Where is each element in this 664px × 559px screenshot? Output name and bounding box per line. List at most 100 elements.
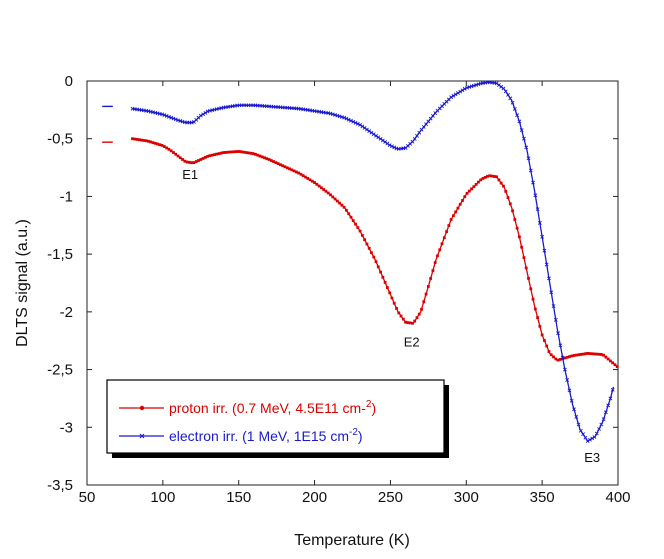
data-point (488, 174, 492, 178)
data-point (517, 119, 522, 124)
data-point (142, 139, 146, 142)
data-point (413, 319, 417, 323)
data-point (583, 352, 587, 356)
data-point (353, 120, 358, 125)
data-point (365, 242, 369, 246)
data-point (486, 174, 489, 178)
data-point (201, 112, 205, 117)
data-point (283, 165, 287, 169)
data-point (481, 177, 485, 180)
data-point (392, 145, 397, 150)
data-point (522, 136, 526, 141)
data-point (570, 354, 574, 358)
data-point (583, 435, 588, 440)
data-point (615, 365, 619, 369)
data-point (371, 132, 376, 137)
data-point (294, 170, 298, 174)
data-point (590, 352, 594, 356)
data-point (190, 161, 194, 165)
data-point (162, 113, 167, 117)
legend-label: proton irr. (0.7 MeV, 4.5E11 cm-2) (169, 399, 376, 416)
data-point (185, 160, 189, 164)
data-point (531, 180, 535, 185)
data-point (183, 159, 187, 163)
data-point (265, 157, 269, 161)
peak-annotations: E1 E2 E3 (182, 167, 600, 465)
data-point (445, 230, 448, 234)
data-point (367, 246, 371, 250)
data-point (201, 157, 205, 160)
data-point (272, 160, 276, 163)
data-point (360, 124, 365, 129)
data-point (324, 189, 328, 193)
data-point (529, 287, 533, 291)
data-point (426, 285, 430, 288)
series-layer (130, 80, 619, 444)
data-point (538, 324, 542, 328)
data-point (456, 206, 460, 210)
data-point (173, 117, 178, 122)
data-point (331, 195, 335, 199)
data-point (563, 356, 567, 360)
data-point (292, 169, 296, 173)
data-point (536, 316, 539, 320)
data-point (349, 215, 353, 219)
data-point (562, 367, 567, 372)
data-point (533, 307, 537, 311)
data-point (528, 168, 533, 173)
plot-frame (86, 80, 619, 486)
data-point (479, 178, 483, 182)
data-point (415, 316, 419, 320)
data-point (317, 184, 321, 188)
y-tick-label: -1 (60, 188, 73, 205)
data-point (367, 129, 372, 134)
data-point (226, 150, 230, 154)
data-point (458, 202, 462, 206)
legend-label: electron irr. (1 MeV, 1E15 cm-2) (169, 427, 363, 444)
data-point (401, 317, 405, 321)
data-point (506, 196, 510, 199)
data-point (313, 181, 316, 184)
data-point (412, 137, 417, 141)
data-point (363, 238, 367, 242)
data-point (433, 261, 437, 264)
data-point (533, 193, 538, 198)
left-reference-markers (102, 105, 113, 143)
data-point (274, 161, 278, 165)
data-point (162, 145, 166, 148)
data-point (249, 151, 253, 155)
data-point (213, 153, 216, 157)
data-point (379, 270, 382, 274)
y-tick-label: -3 (60, 419, 73, 436)
data-point (613, 363, 617, 367)
data-point (449, 95, 454, 100)
data-point (436, 254, 439, 258)
data-point (205, 109, 210, 114)
data-point (299, 172, 303, 176)
data-point (188, 160, 191, 164)
data-point (597, 352, 601, 356)
data-point (285, 166, 289, 170)
data-point (558, 358, 562, 361)
data-point (342, 115, 347, 120)
data-point (335, 199, 339, 203)
data-point (544, 262, 549, 267)
data-point (376, 265, 380, 269)
data-point (192, 161, 196, 165)
data-point (592, 435, 597, 439)
data-point (345, 208, 348, 212)
data-point (599, 422, 604, 427)
data-point (535, 207, 540, 212)
data-point (524, 145, 529, 150)
data-point (240, 150, 244, 154)
data-point (215, 152, 219, 156)
data-point (176, 154, 180, 158)
data-point (506, 92, 510, 97)
data-point (169, 149, 173, 153)
data-point (388, 291, 392, 295)
data-point (554, 357, 558, 361)
data-point (593, 352, 596, 356)
data-point (581, 432, 586, 437)
data-point (604, 355, 608, 359)
legend-marker (139, 405, 145, 411)
